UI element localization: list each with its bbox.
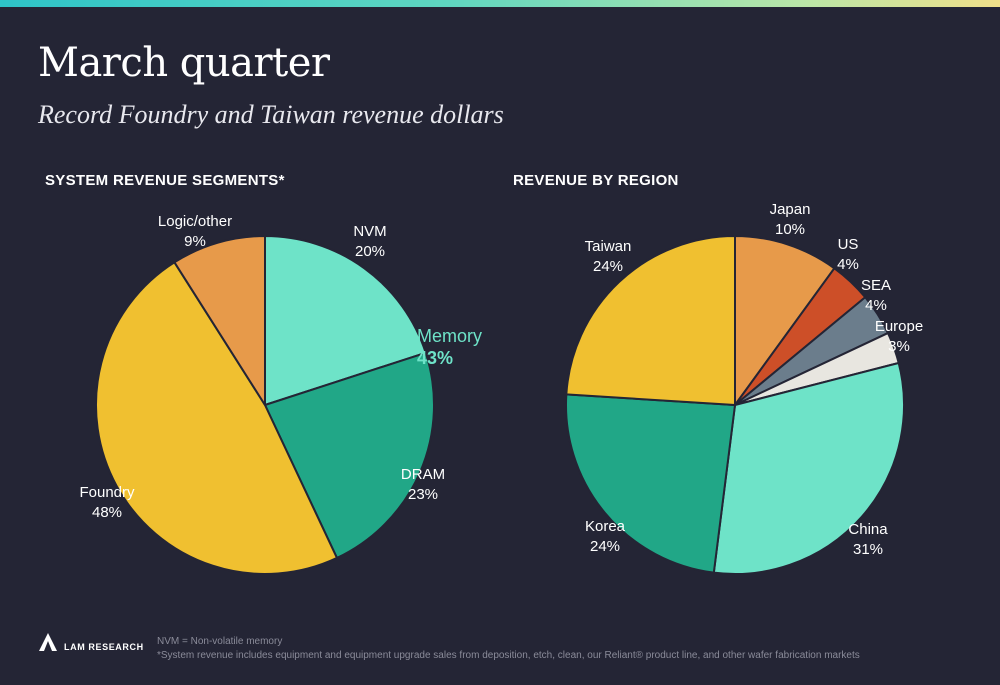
segments-pie	[94, 235, 436, 576]
slice-label-value: 48%	[91, 504, 123, 521]
memory-value: 43%	[417, 348, 454, 368]
slice-label-logic-other: Logic/other 9%	[158, 212, 232, 252]
slice-label-us: US 4%	[837, 235, 859, 275]
slice-label-korea: Korea 24%	[585, 517, 625, 557]
pie-slice-china	[712, 361, 905, 576]
slice-label-name: Europe	[874, 318, 924, 335]
pie-slice-japan	[734, 235, 836, 406]
slice-label-name: Foundry	[79, 484, 135, 501]
pie-slice-logic-other	[173, 235, 266, 406]
slice-label-europe: Europe 3%	[875, 317, 923, 357]
slice-label-value: 4%	[865, 297, 887, 314]
slice-label-value: 24%	[589, 538, 621, 555]
slice-label-china: China 31%	[848, 520, 887, 560]
slice-label-japan: Japan 10%	[770, 200, 811, 240]
page-title: March quarter	[38, 40, 330, 86]
pie-slice-taiwan	[565, 235, 736, 406]
slice-label-name: NVM	[353, 223, 387, 240]
slice-label-value: 31%	[852, 541, 884, 558]
pie-slice-dram	[264, 351, 436, 559]
slice-label-value: 20%	[354, 243, 386, 260]
slice-label-value: 4%	[837, 256, 859, 273]
slice-label-name: Logic/other	[157, 213, 233, 230]
pie-slice-nvm	[264, 235, 427, 406]
slice-label-name: Korea	[584, 518, 626, 535]
memory-annotation: Memory 43%	[417, 325, 482, 369]
footnotes: NVM = Non-volatile memory *System revenu…	[157, 635, 860, 663]
segments-chart-title: SYSTEM REVENUE SEGMENTS*	[45, 172, 285, 189]
slice-label-foundry: Foundry 48%	[79, 483, 134, 523]
slice-label-value: 9%	[184, 233, 206, 250]
slice-label-value: 10%	[774, 221, 806, 238]
region-pie	[564, 235, 905, 576]
slice-label-name: SEA	[860, 277, 892, 294]
region-chart-title: REVENUE BY REGION	[513, 172, 679, 189]
slice-label-value: 23%	[407, 486, 439, 503]
memory-label: Memory	[417, 326, 483, 346]
slice-label-name: China	[848, 521, 888, 538]
slice-label-dram: DRAM 23%	[401, 465, 445, 505]
slice-label-sea: SEA 4%	[861, 276, 891, 316]
slice-label-name: US	[837, 236, 859, 253]
slice-label-nvm: NVM 20%	[353, 222, 386, 262]
company-logo: LAM RESEARCH	[38, 632, 144, 652]
footnote-nvm: NVM = Non-volatile memory	[157, 636, 283, 647]
pie-slice-foundry	[94, 261, 338, 576]
slice-label-name: Japan	[769, 201, 811, 218]
slice-label-value: 3%	[888, 338, 910, 355]
lam-logo-icon	[39, 633, 57, 651]
top-accent-bar	[0, 0, 1000, 7]
slice-label-taiwan: Taiwan 24%	[585, 237, 632, 277]
slice-label-name: DRAM	[400, 466, 446, 483]
page-subtitle: Record Foundry and Taiwan revenue dollar…	[38, 100, 504, 129]
footnote-system-revenue: *System revenue includes equipment and e…	[157, 650, 860, 661]
pie-slice-korea	[564, 393, 736, 574]
slice-label-value: 24%	[592, 258, 624, 275]
logo-text: LAM RESEARCH	[64, 642, 144, 652]
slice-label-name: Taiwan	[584, 238, 632, 255]
